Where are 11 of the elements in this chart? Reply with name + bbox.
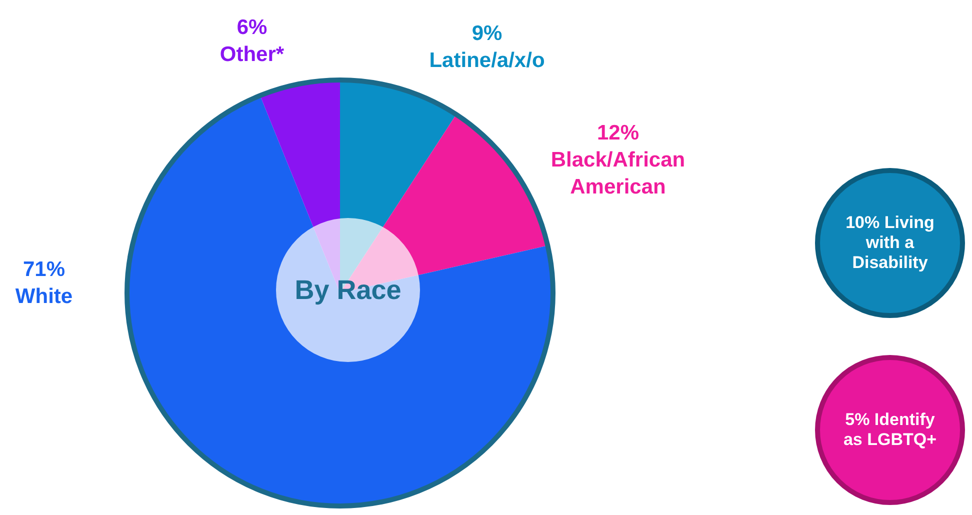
slice-label: Latine/a/x/o — [429, 48, 545, 74]
data-label: 12% — [596, 120, 640, 146]
slice-label: White — [15, 284, 73, 310]
circle-badge: 10% Living with a Disability — [815, 168, 965, 318]
circle-badge: 5% Identify as LGBTQ+ — [815, 355, 965, 505]
data-label: 6% — [236, 15, 268, 41]
text: By Race — [276, 218, 420, 362]
data-label: 71% — [22, 257, 66, 283]
data-label: 9% — [470, 21, 504, 47]
slice-label: Black/African American — [550, 148, 686, 200]
slice-label: Other* — [220, 42, 284, 68]
